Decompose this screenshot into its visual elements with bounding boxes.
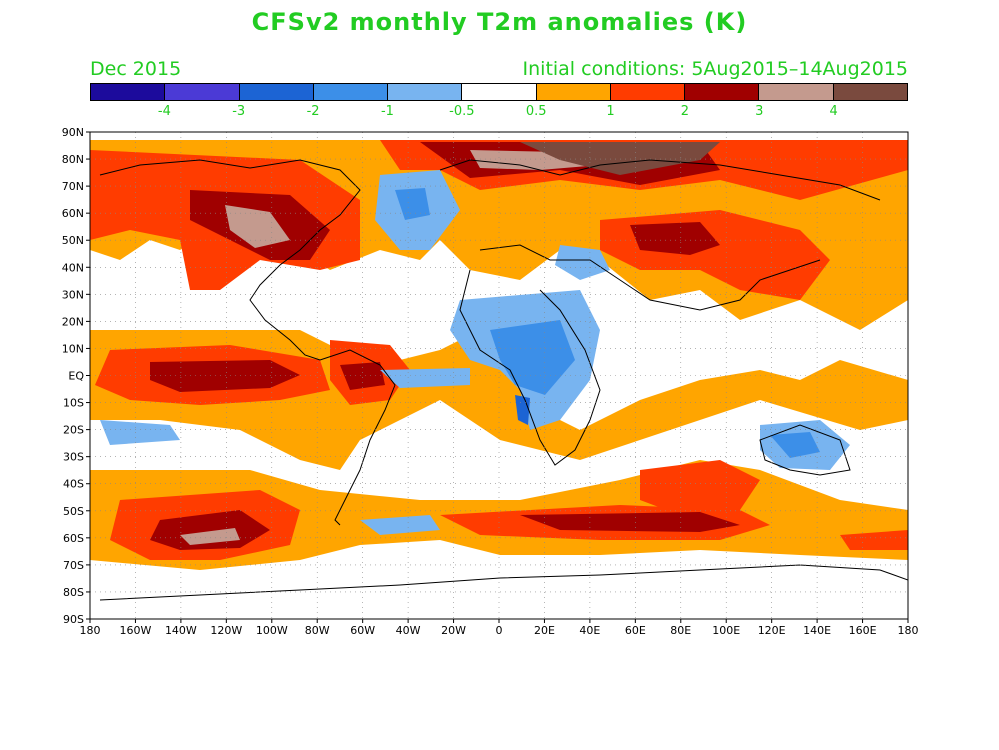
color-scale-labels: -4 -3 -2 -1 -0.5 0.5 1 2 3 4 (90, 104, 908, 120)
color-scale-segment (536, 84, 611, 100)
latitude-label: 90N (62, 126, 84, 139)
coastlines (99, 159, 908, 601)
longitude-label: 60W (350, 624, 375, 637)
latitude-label: 30S (63, 451, 84, 464)
longitude-label: 120E (758, 624, 786, 637)
longitude-label: 180 (80, 624, 101, 637)
color-scale-tick-label: -1 (380, 104, 394, 119)
latitude-label: 40S (63, 478, 84, 491)
latitude-label: 80N (62, 153, 84, 166)
color-scale-tick-label: 0.5 (525, 104, 547, 119)
color-scale-segment (313, 84, 389, 100)
longitude-labels: 180 160W 140W 120W 100W 80W 60W 40W 20W 0 20E 40E 60… (80, 619, 919, 637)
longitude-label: 60E (625, 624, 646, 637)
color-scale-segment (91, 84, 166, 100)
longitude-label: 0 (496, 624, 503, 637)
latitude-label: 50S (63, 505, 84, 518)
color-scale-tick-label: 4 (829, 104, 838, 119)
latitude-label: 80S (63, 586, 84, 599)
color-scale-segment (610, 84, 686, 100)
color-scale-tick-label: -0.5 (449, 104, 475, 119)
longitude-label: 80W (305, 624, 330, 637)
color-scale-tick-label: -3 (232, 104, 246, 119)
latitude-label: 40N (62, 261, 84, 274)
latitude-label: 70S (63, 559, 84, 572)
color-scale-segment (239, 84, 314, 100)
longitude-label: 20W (441, 624, 466, 637)
latitude-label: 30N (62, 288, 84, 301)
latitude-label: EQ (68, 370, 84, 383)
longitude-label: 40E (579, 624, 600, 637)
color-scale-segment (462, 84, 537, 100)
color-scale-tick-label: 2 (680, 104, 690, 119)
latitude-label: 50N (62, 234, 84, 247)
latitude-label: 60S (63, 532, 84, 545)
valid-month-label: Dec 2015 (90, 58, 182, 80)
longitude-label: 80E (670, 624, 691, 637)
latitude-label: 20N (62, 315, 84, 328)
initial-conditions-label: Initial conditions: 5Aug2015–14Aug2015 (522, 58, 908, 80)
longitude-label: 120W (210, 624, 242, 637)
latitude-label: 10S (63, 397, 84, 410)
longitude-label: 20E (534, 624, 555, 637)
longitude-label: 180 (898, 624, 919, 637)
lat-lon-grid (90, 132, 908, 619)
latitude-label: 70N (62, 180, 84, 193)
longitude-label: 140W (165, 624, 197, 637)
longitude-label: 100W (256, 624, 288, 637)
longitude-label: 40W (396, 624, 421, 637)
latitude-label: 20S (63, 424, 84, 437)
longitude-label: 160W (120, 624, 152, 637)
color-scale-segment (833, 84, 907, 100)
color-scale-tick-label: 3 (755, 104, 764, 119)
color-scale-tick-label: -4 (157, 104, 171, 119)
color-scale-tick-label: -2 (306, 104, 320, 119)
longitude-label: 160E (849, 624, 877, 637)
anomaly-field (90, 132, 908, 619)
color-scale-segment (685, 84, 760, 100)
map-title: CFSv2 monthly T2m anomalies (K) (251, 8, 748, 36)
color-scale-bar (90, 83, 908, 101)
color-scale-segment (165, 84, 240, 100)
latitude-label: 60N (62, 207, 84, 220)
color-scale-segment (759, 84, 834, 100)
latitude-label: 90S (63, 613, 84, 626)
longitude-label: 100E (712, 624, 740, 637)
latitude-label: 10N (62, 342, 84, 355)
longitude-label: 140E (803, 624, 831, 637)
color-scale-tick-label: 1 (606, 104, 615, 119)
latitude-labels: 90N 80N 70N 60N 50N 40N 30N 20N 10N EQ 10S 20S 30S 40… (62, 126, 90, 626)
color-scale-segment (388, 84, 463, 100)
